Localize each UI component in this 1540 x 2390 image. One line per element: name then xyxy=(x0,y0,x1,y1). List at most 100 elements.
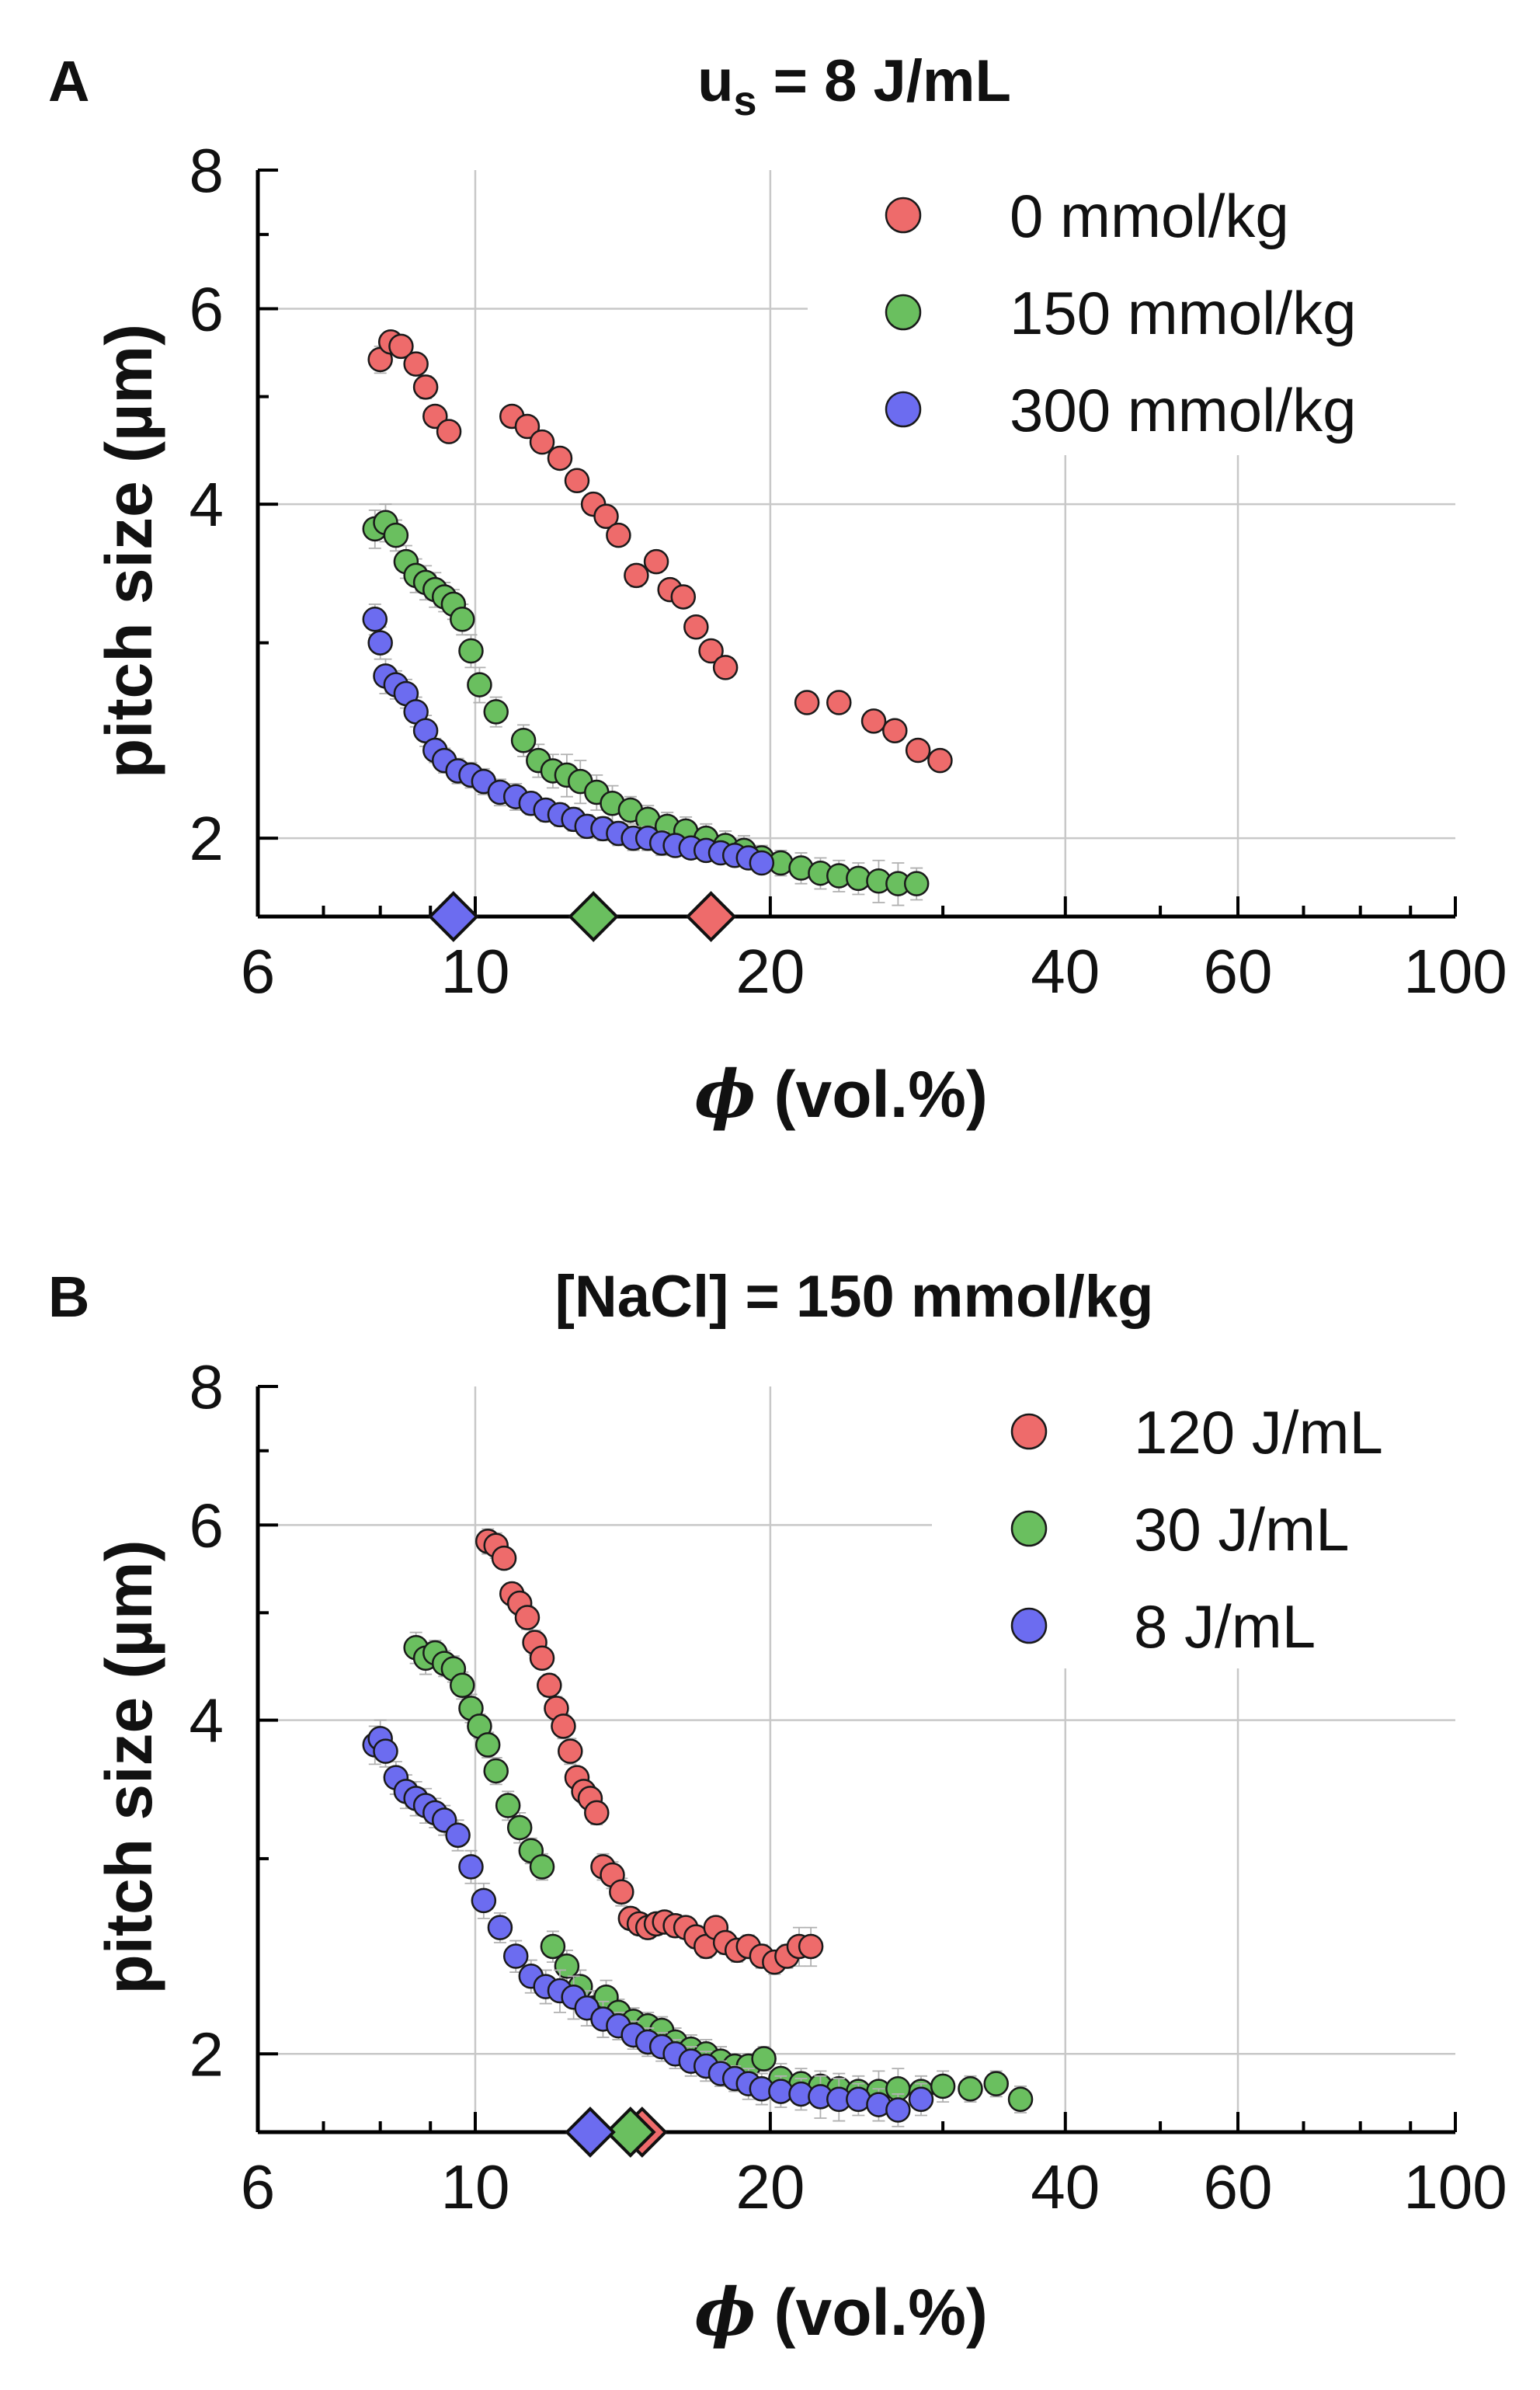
data-point xyxy=(551,1713,576,1739)
data-point xyxy=(458,1854,484,1880)
data-point xyxy=(564,468,590,494)
panel-letter: A xyxy=(48,49,89,113)
legend-label: 30 J/mL xyxy=(1134,1495,1349,1564)
data-point xyxy=(514,1605,541,1630)
x-tick-label: 60 xyxy=(1204,2152,1273,2221)
data-point xyxy=(930,2073,956,2100)
legend-label: 0 mmol/kg xyxy=(1010,182,1289,250)
y-tick-label: 6 xyxy=(189,1491,224,1560)
legend-label: 120 J/mL xyxy=(1134,1398,1383,1466)
data-point xyxy=(670,584,697,610)
x-tick-label: 40 xyxy=(1031,2152,1100,2221)
x-tick-label: 6 xyxy=(241,937,276,1006)
y-tick-label: 6 xyxy=(189,274,224,343)
legend-marker xyxy=(885,197,922,234)
data-point xyxy=(712,655,739,680)
legend-marker xyxy=(1010,1510,1048,1547)
x-tick-label: 100 xyxy=(1403,937,1507,1006)
legend-label: 300 mmol/kg xyxy=(1010,376,1357,444)
data-point xyxy=(826,690,852,715)
x-tick-label: 20 xyxy=(735,937,805,1006)
data-point xyxy=(491,1545,517,1571)
series-30-j-ml xyxy=(403,1631,1034,2113)
data-point xyxy=(905,737,931,764)
x-tick-label: 10 xyxy=(440,2152,509,2221)
legend-marker xyxy=(1010,1607,1048,1644)
data-point xyxy=(860,708,887,734)
data-point xyxy=(467,672,492,698)
data-point xyxy=(450,1672,475,1699)
data-point xyxy=(584,1800,610,1826)
legend-marker xyxy=(885,391,922,428)
data-point xyxy=(450,607,475,632)
y-tick-label: 4 xyxy=(189,1686,224,1755)
data-point xyxy=(529,1854,555,1880)
data-point xyxy=(683,614,709,640)
panel-title: us = 8 J/mL xyxy=(697,48,1011,124)
y-tick-label: 8 xyxy=(189,1352,224,1421)
data-point xyxy=(606,522,631,548)
data-point xyxy=(751,2046,777,2072)
series-8-j-ml xyxy=(362,1719,934,2127)
y-tick-label: 2 xyxy=(189,804,224,873)
data-point xyxy=(983,2071,1009,2096)
legend: 0 mmol/kg 150 mmol/kg 300 mmol/kg xyxy=(885,182,1357,444)
data-point xyxy=(483,1758,509,1784)
data-point xyxy=(529,1645,555,1672)
y-tick-label: 4 xyxy=(189,470,224,539)
x-axis-label: ϕ (vol.%) xyxy=(694,2273,988,2350)
data-point xyxy=(794,690,820,715)
data-point xyxy=(882,718,908,743)
data-point xyxy=(502,1943,529,1969)
panel-b: B [NaCl] = 150 mmol/kg 6 10 20 40 60 100 2 4 6 8 ϕ (… xyxy=(48,1264,1507,2350)
data-point xyxy=(593,503,619,530)
y-tick-label: 2 xyxy=(189,2019,224,2089)
data-point xyxy=(698,638,724,664)
x-tick-label: 6 xyxy=(241,2152,276,2221)
panel-title: [NaCl] = 150 mmol/kg xyxy=(555,1264,1154,1330)
data-point xyxy=(362,607,388,632)
transition-marker xyxy=(568,891,619,942)
data-point xyxy=(529,429,555,455)
x-tick-label: 20 xyxy=(735,2152,805,2221)
data-point xyxy=(537,1672,562,1699)
data-point xyxy=(510,727,537,753)
x-axis-label: ϕ (vol.%) xyxy=(694,1056,988,1132)
data-point xyxy=(383,522,409,548)
data-point xyxy=(1007,2086,1034,2112)
x-tick-label: 60 xyxy=(1204,937,1273,1006)
data-point xyxy=(927,747,953,774)
x-tick-label: 100 xyxy=(1403,2152,1507,2221)
series-300-mmol-kg xyxy=(362,604,775,876)
data-point xyxy=(885,2097,911,2123)
data-point xyxy=(624,562,649,589)
data-point xyxy=(609,1879,634,1905)
data-point xyxy=(388,333,414,360)
series-120-j-ml xyxy=(475,1528,824,1975)
data-point xyxy=(506,1814,533,1841)
data-point xyxy=(403,351,429,377)
data-point xyxy=(798,1933,824,1960)
data-point xyxy=(412,374,439,400)
legend-label: 150 mmol/kg xyxy=(1010,279,1357,347)
data-point xyxy=(749,850,775,876)
data-point xyxy=(445,1822,471,1848)
legend-marker xyxy=(885,294,922,331)
data-point xyxy=(514,413,541,440)
data-point xyxy=(903,871,930,896)
legend-label: 8 J/mL xyxy=(1134,1592,1316,1661)
transition-marker xyxy=(605,2106,656,2158)
panel-letter: B xyxy=(48,1265,89,1329)
data-point xyxy=(487,1915,513,1940)
data-point xyxy=(908,2086,934,2112)
data-point xyxy=(367,630,393,656)
transition-marker xyxy=(685,891,737,942)
data-point xyxy=(458,638,484,664)
data-point xyxy=(471,1887,497,1914)
series-0-mmol-kg xyxy=(367,329,953,774)
data-point xyxy=(547,445,573,471)
data-point xyxy=(483,699,509,725)
data-point xyxy=(436,419,462,444)
